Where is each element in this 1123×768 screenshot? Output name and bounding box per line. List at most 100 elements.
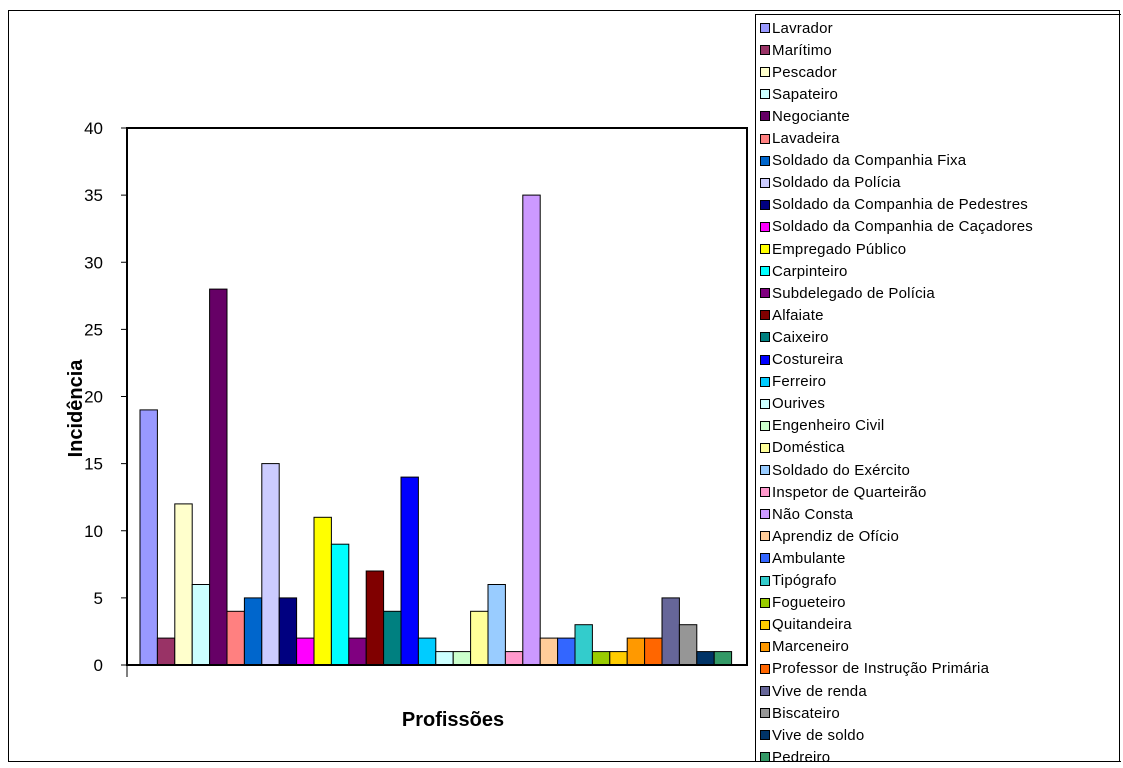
legend-label: Aprendiz de Ofício [772,527,899,545]
legend-label: Quitandeira [772,616,852,634]
y-tick-label: 0 [94,656,103,675]
bar [174,503,193,666]
legend-label: Subdelegado de Polícia [772,284,935,302]
bar [435,651,454,666]
y-tick-label: 40 [84,119,103,138]
legend-item: Lavrador [760,17,833,39]
y-tick-label: 15 [84,455,103,474]
legend-swatch [760,663,770,674]
legend-label: Ambulante [772,549,846,567]
y-tick-label: 25 [84,320,103,339]
chart-frame [8,10,1120,762]
legend-item: Tipógrafo [760,570,837,592]
legend-swatch [760,89,770,100]
legend-label: Costureira [772,351,844,368]
legend-swatch [760,133,770,144]
legend-item: Marítimo [760,39,832,61]
y-tick-label: 30 [84,253,103,272]
bar [696,651,715,666]
legend-swatch [760,686,770,696]
legend-label: Não Consta [772,505,854,523]
bar [243,597,263,666]
legend-swatch [760,23,770,33]
legend-item: Costureira [760,349,843,371]
bar [400,476,419,666]
legend-item: Não Consta [760,503,853,525]
legend-item: Ourives [760,393,825,415]
legend-swatch [760,641,770,652]
legend-item: Subdelegado de Polícia [760,282,935,304]
legend-swatch [760,708,770,719]
bar-chart: 0 5 10 15 20 25 30 35 40 Profissões Incidência [65,119,748,731]
legend-swatch [760,111,770,122]
legend-swatch [760,619,770,630]
bar [139,409,158,666]
bar [330,543,350,666]
legend-label: Marceneiro [772,638,850,656]
legend-item: Empregado Público [760,238,906,260]
legend-label: Inspetor de Quarteirão [772,483,927,501]
legend-swatch [760,354,770,365]
legend-item: Aprendiz de Ofício [760,525,899,547]
legend: Lavrador Marítimo Pescador Sapateiro Negocia… [755,14,1121,766]
bar [487,584,506,666]
legend-label: Soldado da Companhia Fixa [772,152,967,170]
legend-swatch [760,177,770,188]
legend-item: Soldado da Polícia [760,172,901,194]
legend-label: Soldado da Polícia [772,174,901,192]
bar [226,610,245,666]
legend-label: Negociante [772,107,850,125]
legend-item: Soldado do Exército [760,459,910,481]
legend-item: Pedreiro [760,746,830,768]
legend-item: Sapateiro [760,83,838,105]
legend-swatch [760,398,770,409]
legend-label: Fogueteiro [772,594,846,612]
legend-item: Pescador [760,61,837,83]
legend-item: Inspetor de Quarteirão [760,481,927,503]
legend-swatch [760,487,770,498]
bar [417,637,437,666]
bar [348,637,367,666]
plot-area [126,127,748,666]
legend-label: Engenheiro Civil [772,417,885,435]
bar [609,651,628,666]
bar [574,624,593,666]
legend-label: Lavadeira [772,130,840,147]
bar [209,288,228,666]
bar [313,516,332,666]
bar [261,463,280,666]
legend-item: Carpinteiro [760,260,848,282]
legend-label: Pescador [772,63,837,81]
y-tick-label: 5 [94,589,103,608]
legend-item: Caixeiro [760,326,829,348]
legend-label: Vive de renda [772,682,867,700]
legend-label: Tipógrafo [772,572,837,589]
legend-swatch [760,288,770,299]
bar [644,637,663,666]
bar [452,651,472,666]
bar [504,651,524,666]
legend-swatch [760,155,770,166]
legend-item: Soldado da Companhia de Pedestres [760,194,1028,216]
legend-swatch [760,45,770,56]
legend-item: Professor de Instrução Primária [760,658,989,680]
y-tick-label: 10 [84,522,103,541]
legend-swatch [760,465,770,475]
bar [522,194,541,666]
legend-item: Vive de soldo [760,724,864,746]
legend-swatch [760,730,770,741]
legend-item: Doméstica [760,437,845,459]
legend-label: Marítimo [772,41,832,59]
legend-item: Marceneiro [760,636,849,658]
bar [557,637,576,666]
x-axis-title: Profissões [402,709,504,731]
legend-swatch [760,442,770,453]
legend-label: Professor de Instrução Primária [772,660,990,678]
legend-label: Soldado da Companhia de Pedestres [772,196,1028,214]
bar [591,651,611,666]
legend-swatch [760,199,770,210]
legend-label: Lavrador [772,19,833,37]
legend-item: Soldado da Companhia de Caçadores [760,216,1033,238]
legend-swatch [760,531,770,542]
bar [365,570,385,666]
